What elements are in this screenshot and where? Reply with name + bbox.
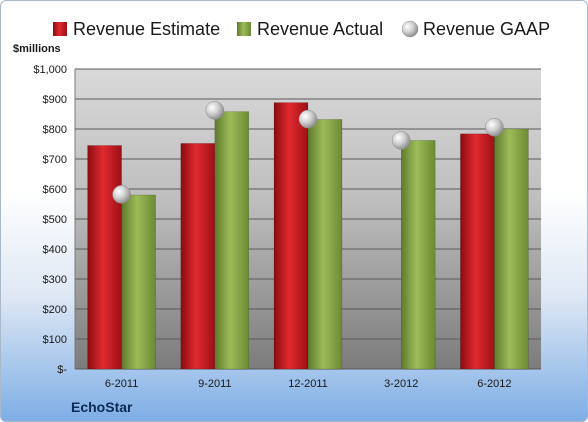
legend-swatch-revenue-actual — [237, 22, 251, 36]
y-tick-label: $900 — [43, 94, 67, 106]
x-tick-label: 12-2011 — [288, 378, 328, 390]
legend-label-revenue-estimate: Revenue Estimate — [73, 19, 220, 39]
company-name: EchoStar — [71, 399, 133, 415]
marker-revenue-gaap — [205, 101, 225, 120]
legend-swatch-revenue-gaap — [401, 20, 419, 38]
bar-revenue-estimate — [460, 133, 495, 370]
y-tick-label: $600 — [43, 184, 67, 196]
x-tick-label: 6-2011 — [105, 378, 138, 390]
y-tick-label: $200 — [43, 304, 67, 316]
bar-revenue-actual — [400, 140, 436, 370]
bar-revenue-actual — [307, 119, 343, 370]
x-tick-label: 6-2012 — [477, 378, 511, 390]
x-tick-label: 3-2012 — [384, 378, 418, 390]
legend-label-revenue-actual: Revenue Actual — [257, 19, 383, 39]
bar-revenue-estimate — [273, 102, 309, 370]
gaap-markers — [112, 101, 504, 204]
y-tick-label: $500 — [43, 214, 67, 226]
x-tick-label: 9-2011 — [198, 378, 231, 390]
bar-revenue-actual — [121, 194, 156, 370]
marker-revenue-gaap — [485, 117, 504, 137]
legend-label-revenue-gaap: Revenue GAAP — [423, 19, 550, 39]
marker-revenue-gaap — [298, 109, 318, 129]
y-tick-label: $800 — [43, 124, 67, 136]
bar-revenue-actual — [494, 128, 529, 370]
bar-revenue-actual — [214, 111, 250, 370]
y-tick-label: $300 — [43, 274, 67, 286]
y-tick-label: $1,000 — [33, 64, 67, 76]
y-axis: $- $100 $200 $300 $400 $500 $600 $700 $800 $900 $1… — [33, 64, 67, 376]
marker-revenue-gaap — [112, 185, 131, 204]
legend: Revenue Estimate Revenue Actual Revenue GA… — [53, 19, 550, 39]
y-tick-label: $700 — [43, 154, 67, 166]
y-tick-label: $- — [57, 364, 67, 376]
bars — [87, 102, 529, 370]
y-axis-unit-label: $millions — [13, 43, 61, 55]
x-axis: 6-2011 9-2011 12-2011 3-2012 6-2012 — [105, 378, 512, 390]
y-tick-label: $400 — [43, 244, 67, 256]
legend-swatch-revenue-estimate — [53, 22, 67, 36]
marker-revenue-gaap — [391, 131, 411, 150]
bar-revenue-estimate — [87, 145, 122, 370]
bar-revenue-estimate — [180, 143, 216, 370]
y-tick-label: $100 — [43, 334, 67, 346]
